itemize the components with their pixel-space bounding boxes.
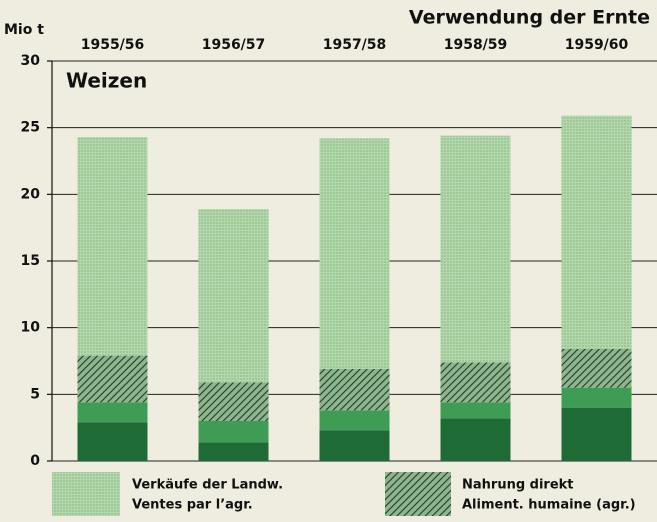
bar-segment [198,382,269,421]
x-tick-label: 1955/56 [81,37,145,53]
bar-segment [440,135,511,363]
bar-segment [561,349,632,388]
y-tick-label: 15 [21,253,40,269]
legend-label: Verkäufe der Landw. [132,478,283,493]
y-axis-label: Mio t [4,22,44,38]
bar-segment [198,209,269,383]
bar-segment [440,418,511,461]
x-tick-label: 1958/59 [444,37,508,53]
chart-title: Verwendung der Ernte [409,7,650,29]
panel-label: Weizen [66,69,147,93]
bar-segment [319,430,390,461]
bar-segment [440,362,511,403]
y-tick-label: 5 [30,386,40,402]
y-tick-label: 25 [21,120,40,136]
bar-segment [77,137,148,356]
legend-swatch [385,472,451,516]
y-tick-label: 0 [30,453,40,469]
legend-label: Aliment. humaine (agr.) [462,498,636,513]
bar-segment [319,369,390,411]
x-tick-label: 1956/57 [202,37,266,53]
legend-label: Nahrung direkt [462,478,574,493]
bar-segment [561,115,632,350]
y-tick-label: 30 [21,53,41,69]
bar-segment [77,422,148,461]
y-tick-label: 20 [21,186,41,202]
bar-segment [319,138,390,369]
legend-label: Ventes par l’agr. [132,498,253,513]
bar-segment [198,421,269,443]
bar-segment [77,402,148,423]
bar-segment [561,407,632,461]
x-tick-label: 1959/60 [565,37,629,53]
x-tick-label: 1957/58 [323,37,387,53]
bar-segment [319,410,390,431]
bar-segment [77,355,148,403]
bar-segment [440,402,511,419]
y-tick-label: 10 [21,320,41,336]
bar-segment [561,387,632,408]
bar-segment [198,442,269,461]
legend-swatch [52,472,120,516]
